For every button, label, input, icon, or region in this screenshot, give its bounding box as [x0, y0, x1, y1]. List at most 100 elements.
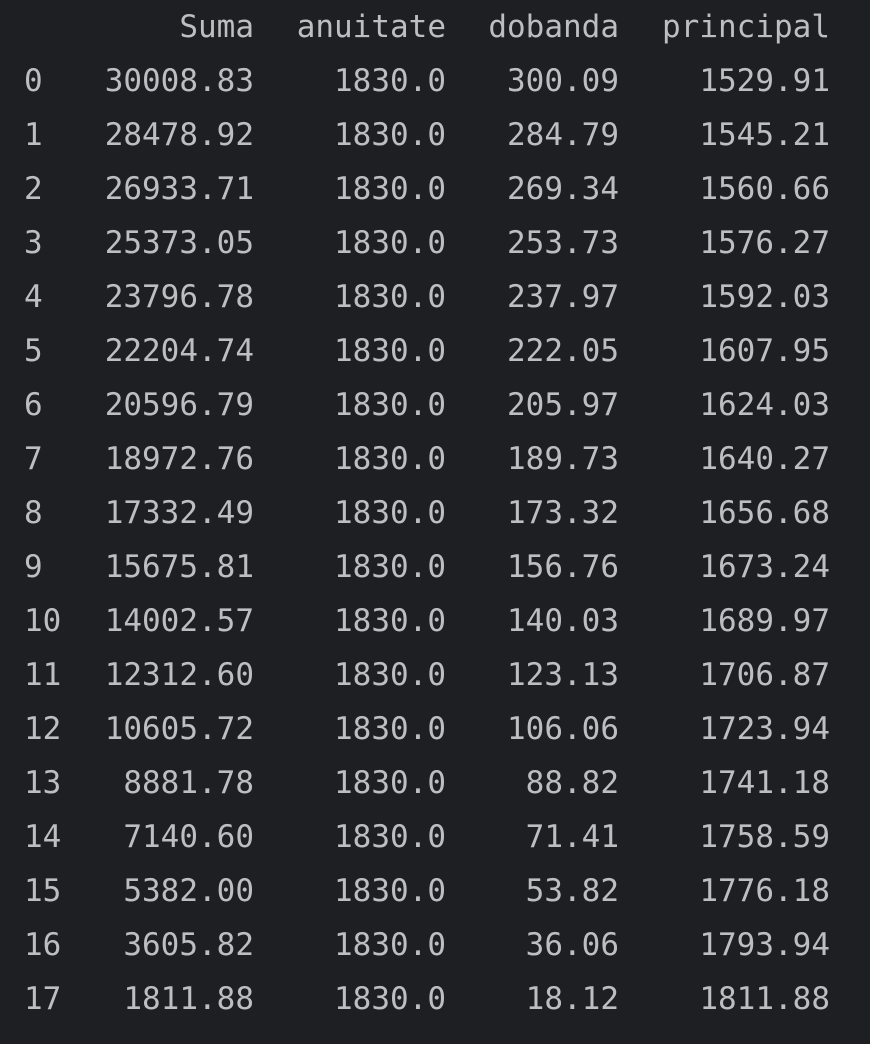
cell-anuitate: 1830.0: [334, 873, 446, 909]
cell-dobanda: 140.03: [507, 603, 619, 639]
cell-dobanda: 237.97: [507, 279, 619, 315]
cell-anuitate: 1830.0: [334, 225, 446, 261]
cell-dobanda: 284.79: [507, 117, 619, 153]
cell-dobanda: 300.09: [507, 63, 619, 99]
cell-principal: 1560.66: [699, 171, 830, 207]
cell-principal: 1576.27: [699, 225, 830, 261]
cell-principal: 1741.18: [699, 765, 830, 801]
row-index: 8: [24, 495, 43, 531]
row-index: 3: [24, 225, 43, 261]
dataframe-row: 11 12312.60 1830.0 123.13 1706.87: [24, 648, 844, 702]
row-index: 11: [24, 657, 62, 693]
row-index: 4: [24, 279, 43, 315]
cell-dobanda: 205.97: [507, 387, 619, 423]
row-index: 9: [24, 549, 43, 585]
row-index: 5: [24, 333, 43, 369]
cell-suma: 5382.00: [123, 873, 254, 909]
cell-suma: 7140.60: [123, 819, 254, 855]
cell-dobanda: 106.06: [507, 711, 619, 747]
cell-anuitate: 1830.0: [334, 279, 446, 315]
row-index: 17: [24, 981, 62, 1017]
dataframe-row: 16 3605.82 1830.0 36.06 1793.94: [24, 918, 844, 972]
cell-principal: 1607.95: [699, 333, 830, 369]
row-index: 15: [24, 873, 62, 909]
dataframe-row: 12 10605.72 1830.0 106.06 1723.94: [24, 702, 844, 756]
cell-dobanda: 53.82: [525, 873, 619, 909]
cell-suma: 18972.76: [104, 441, 254, 477]
row-index: 7: [24, 441, 43, 477]
cell-suma: 22204.74: [104, 333, 254, 369]
cell-principal: 1592.03: [699, 279, 830, 315]
dataframe-row: 1 28478.92 1830.0 284.79 1545.21: [24, 108, 844, 162]
cell-suma: 12312.60: [104, 657, 254, 693]
cell-anuitate: 1830.0: [334, 171, 446, 207]
cell-anuitate: 1830.0: [334, 711, 446, 747]
cell-anuitate: 1830.0: [334, 603, 446, 639]
dataframe-row: 2 26933.71 1830.0 269.34 1560.66: [24, 162, 844, 216]
cell-anuitate: 1830.0: [334, 333, 446, 369]
row-index: 10: [24, 603, 62, 639]
row-index: 16: [24, 927, 62, 963]
row-index: 0: [24, 63, 43, 99]
cell-anuitate: 1830.0: [334, 387, 446, 423]
column-header-anuitate: anuitate: [296, 9, 446, 45]
cell-suma: 15675.81: [104, 549, 254, 585]
cell-suma: 14002.57: [104, 603, 254, 639]
cell-dobanda: 253.73: [507, 225, 619, 261]
cell-anuitate: 1830.0: [334, 657, 446, 693]
dataframe-row: 4 23796.78 1830.0 237.97 1592.03: [24, 270, 844, 324]
column-header-suma: Suma: [179, 9, 254, 45]
dataframe-row: 3 25373.05 1830.0 253.73 1576.27: [24, 216, 844, 270]
row-index: 12: [24, 711, 62, 747]
cell-suma: 25373.05: [104, 225, 254, 261]
cell-principal: 1656.68: [699, 495, 830, 531]
cell-anuitate: 1830.0: [334, 549, 446, 585]
cell-principal: 1793.94: [699, 927, 830, 963]
cell-dobanda: 222.05: [507, 333, 619, 369]
dataframe-row: 7 18972.76 1830.0 189.73 1640.27: [24, 432, 844, 486]
cell-suma: 20596.79: [104, 387, 254, 423]
dataframe-header-row: Suma anuitate dobanda principal: [24, 0, 844, 54]
cell-dobanda: 18.12: [525, 981, 619, 1017]
cell-anuitate: 1830.0: [334, 441, 446, 477]
cell-dobanda: 123.13: [507, 657, 619, 693]
cell-dobanda: 173.32: [507, 495, 619, 531]
dataframe-row: 9 15675.81 1830.0 156.76 1673.24: [24, 540, 844, 594]
row-index: 6: [24, 387, 43, 423]
cell-principal: 1706.87: [699, 657, 830, 693]
column-header-principal: principal: [662, 9, 830, 45]
cell-principal: 1723.94: [699, 711, 830, 747]
cell-suma: 23796.78: [104, 279, 254, 315]
cell-principal: 1689.97: [699, 603, 830, 639]
dataframe-row: 15 5382.00 1830.0 53.82 1776.18: [24, 864, 844, 918]
column-header-dobanda: dobanda: [488, 9, 619, 45]
dataframe-row: 8 17332.49 1830.0 173.32 1656.68: [24, 486, 844, 540]
cell-dobanda: 269.34: [507, 171, 619, 207]
dataframe-row: 5 22204.74 1830.0 222.05 1607.95: [24, 324, 844, 378]
row-index: 2: [24, 171, 43, 207]
dataframe-row: 6 20596.79 1830.0 205.97 1624.03: [24, 378, 844, 432]
dataframe-row: 0 30008.83 1830.0 300.09 1529.91: [24, 54, 844, 108]
row-index: 13: [24, 765, 62, 801]
cell-principal: 1811.88: [699, 981, 830, 1017]
cell-anuitate: 1830.0: [334, 495, 446, 531]
cell-suma: 28478.92: [104, 117, 254, 153]
cell-suma: 8881.78: [123, 765, 254, 801]
cell-principal: 1624.03: [699, 387, 830, 423]
dataframe-row: 14 7140.60 1830.0 71.41 1758.59: [24, 810, 844, 864]
cell-suma: 3605.82: [123, 927, 254, 963]
cell-anuitate: 1830.0: [334, 927, 446, 963]
dataframe-row: 10 14002.57 1830.0 140.03 1689.97: [24, 594, 844, 648]
cell-anuitate: 1830.0: [334, 819, 446, 855]
row-index: 1: [24, 117, 43, 153]
cell-dobanda: 156.76: [507, 549, 619, 585]
dataframe-row: 13 8881.78 1830.0 88.82 1741.18: [24, 756, 844, 810]
dataframe-row: 17 1811.88 1830.0 18.12 1811.88: [24, 972, 844, 1026]
cell-suma: 30008.83: [104, 63, 254, 99]
row-index: 14: [24, 819, 62, 855]
cell-anuitate: 1830.0: [334, 63, 446, 99]
cell-suma: 10605.72: [104, 711, 254, 747]
cell-anuitate: 1830.0: [334, 117, 446, 153]
cell-suma: 17332.49: [104, 495, 254, 531]
